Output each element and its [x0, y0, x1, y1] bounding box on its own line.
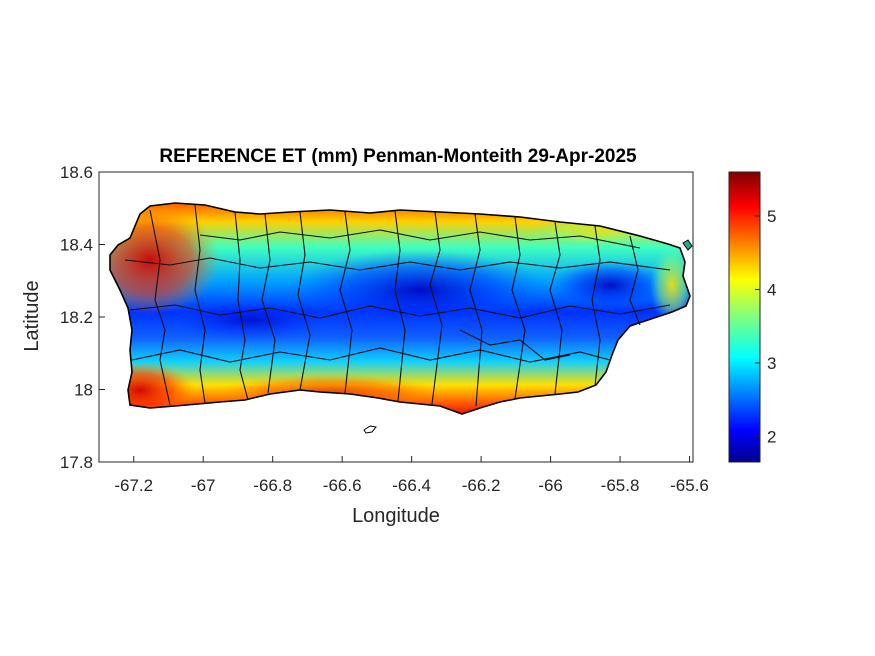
east-blue-region — [550, 260, 670, 310]
chart-title: REFERENCE ET (mm) Penman-Monteith 29-Apr… — [159, 146, 637, 167]
colorbar-tick-label: 5 — [767, 207, 776, 226]
colorbar-tick-label: 2 — [767, 427, 776, 446]
y-tick-label: 17.8 — [60, 453, 93, 472]
municipality-boundaries — [124, 204, 671, 407]
y-tick-label: 18.2 — [60, 308, 93, 327]
west-central-blue-region — [160, 298, 340, 342]
colorbar-ticks: 2 3 4 5 — [755, 207, 776, 446]
offshore-island-east — [682, 239, 693, 251]
y-tick-label: 18.4 — [60, 236, 93, 255]
colorbar-tick-label: 4 — [767, 280, 776, 299]
x-axis-ticks: -67.2 -67 -66.8 -66.6 -66.4 -66.2 -66 -65.8 -65.… — [114, 456, 709, 495]
x-tick-label: -66.4 — [392, 476, 431, 495]
offshore-island-south — [363, 425, 377, 434]
y-axis-label: Latitude — [21, 280, 43, 351]
island-outline — [109, 202, 691, 415]
y-tick-label: 18 — [74, 381, 93, 400]
colorbar-tick-label: 3 — [767, 354, 776, 373]
y-tick-label: 18.6 — [60, 163, 93, 182]
y-axis-ticks: 17.8 18 18.2 18.4 18.6 — [60, 163, 105, 472]
x-axis-label: Longitude — [352, 505, 440, 527]
x-tick-label: -66.6 — [323, 476, 362, 495]
x-tick-label: -65.6 — [670, 476, 709, 495]
x-tick-label: -66 — [538, 476, 563, 495]
colorbar — [728, 171, 761, 463]
x-tick-label: -67 — [191, 476, 216, 495]
x-tick-label: -66.8 — [253, 476, 292, 495]
x-tick-label: -66.2 — [462, 476, 501, 495]
east-coast-region — [650, 245, 690, 325]
x-tick-label: -67.2 — [114, 476, 153, 495]
x-tick-label: -65.8 — [601, 476, 640, 495]
